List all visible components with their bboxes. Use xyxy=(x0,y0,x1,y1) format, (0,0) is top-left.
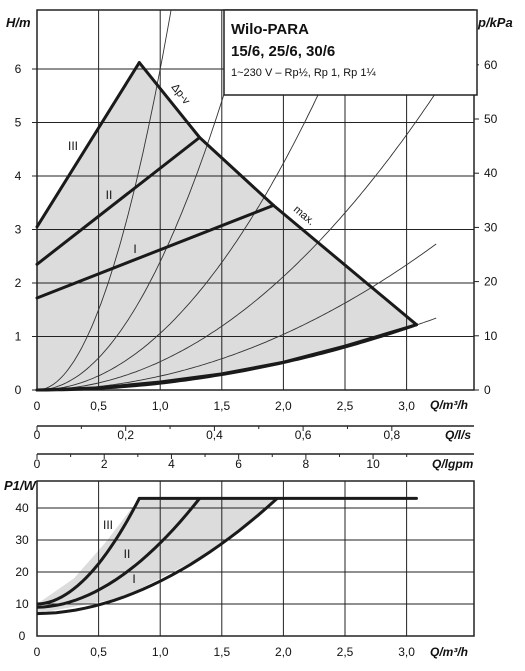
y-tick-label-head: 3 xyxy=(15,223,22,237)
y-tick-label-power: 10 xyxy=(15,597,29,611)
x-tick-label-m3h-power: 0,5 xyxy=(90,645,107,659)
system-curve xyxy=(37,243,437,390)
x-tick-label-gpm: 2 xyxy=(101,457,108,471)
x-tick-label-m3h: 1,5 xyxy=(213,399,230,413)
x-tick-label-ls: 0,4 xyxy=(206,428,223,442)
x-tick-label-ls: 0,6 xyxy=(295,428,312,442)
head-curve-lower-boundary xyxy=(35,323,418,392)
y2-tick-label-pressure: 30 xyxy=(484,220,498,234)
y2-axis-title-pressure: p/kPa xyxy=(477,15,513,30)
x-tick-label-m3h-power: 1,5 xyxy=(213,645,230,659)
x-tick-label-gpm: 0 xyxy=(34,457,41,471)
label-speed-iii: III xyxy=(68,139,78,153)
head-curve-iii xyxy=(35,61,141,229)
x-tick-label-ls: 0 xyxy=(34,428,41,442)
x-tick-label-gpm: 4 xyxy=(168,457,175,471)
x-tick-label-m3h: 0 xyxy=(34,399,41,413)
x-axis-title-flow-ls: Q/l/s xyxy=(445,428,471,442)
power-label-iii: III xyxy=(103,518,113,532)
y2-tick-label-pressure: 40 xyxy=(484,166,498,180)
electrical-spec: 1~230 V – Rp½, Rp 1, Rp 1¼ xyxy=(231,67,376,79)
x-tick-label-gpm: 6 xyxy=(235,457,242,471)
operating-range-area xyxy=(37,62,417,390)
x-tick-label-m3h-power: 0 xyxy=(34,645,41,659)
power-curve-ii xyxy=(36,497,201,609)
power-curve-iii xyxy=(36,497,141,606)
system-curve xyxy=(37,10,357,390)
bottom-plot-frame xyxy=(36,480,475,637)
head-curve-ii xyxy=(35,136,202,266)
y-axis-title-power: P1/W xyxy=(4,478,38,493)
label-speed-ii: II xyxy=(106,188,113,202)
label-speed-i: I xyxy=(133,242,136,256)
x-tick-label-ls: 0,8 xyxy=(383,428,400,442)
x-tick-label-m3h: 3,0 xyxy=(398,399,415,413)
y-tick-label-power: 40 xyxy=(15,501,29,515)
x-tick-label-m3h-power: 2,0 xyxy=(275,645,292,659)
x-tick-label-m3h: 0,5 xyxy=(90,399,107,413)
y-tick-label-power: 0 xyxy=(19,629,26,643)
x-axis-title-flow-m3h-power: Q/m³/h xyxy=(430,645,468,659)
power-label-ii: II xyxy=(124,547,131,561)
brand-name: Wilo-PARA xyxy=(231,21,309,38)
y-tick-label-head: 2 xyxy=(15,276,22,290)
y-tick-label-head: 4 xyxy=(15,169,22,183)
x-axis-title-flow-gpm: Q/lgpm xyxy=(432,457,474,471)
y-tick-label-power: 30 xyxy=(15,533,29,547)
x-axis-title-flow-m3h: Q/m³/h xyxy=(430,398,468,412)
y-tick-label-head: 6 xyxy=(15,62,22,76)
head-curve-i xyxy=(35,203,275,300)
y-tick-label-head: 0 xyxy=(15,383,22,397)
system-curve xyxy=(37,10,250,390)
x-tick-label-m3h: 2,5 xyxy=(337,399,354,413)
y2-tick-label-pressure: 50 xyxy=(484,112,498,126)
x-tick-label-m3h-power: 3,0 xyxy=(398,645,415,659)
y2-tick-label-pressure: 20 xyxy=(484,275,498,289)
head-curve-max xyxy=(272,203,418,327)
power-label-i: I xyxy=(132,572,135,586)
y-axis-title-head: H/m xyxy=(6,15,31,30)
power-range-area xyxy=(37,498,278,614)
x-tick-label-ls: 0,2 xyxy=(117,428,134,442)
x-tick-label-gpm: 8 xyxy=(303,457,310,471)
x-tick-label-gpm: 10 xyxy=(366,457,380,471)
x-tick-label-m3h: 1,0 xyxy=(152,399,169,413)
y2-tick-label-pressure: 10 xyxy=(484,329,498,343)
system-curve xyxy=(37,92,437,390)
x-tick-label-m3h: 2,0 xyxy=(275,399,292,413)
power-curve-i xyxy=(36,497,279,616)
y2-tick-label-pressure: 0 xyxy=(484,383,491,397)
x-tick-label-m3h-power: 1,0 xyxy=(152,645,169,659)
info-box xyxy=(223,9,478,96)
system-curve xyxy=(37,10,172,390)
x-tick-label-m3h-power: 2,5 xyxy=(337,645,354,659)
y2-tick-label-pressure: 60 xyxy=(484,58,498,72)
y-tick-label-head: 5 xyxy=(15,116,22,130)
head-curve-pv xyxy=(137,61,275,207)
y-tick-label-power: 20 xyxy=(15,565,29,579)
model-list: 15/6, 25/6, 30/6 xyxy=(231,43,335,60)
y-tick-label-head: 1 xyxy=(15,330,22,344)
